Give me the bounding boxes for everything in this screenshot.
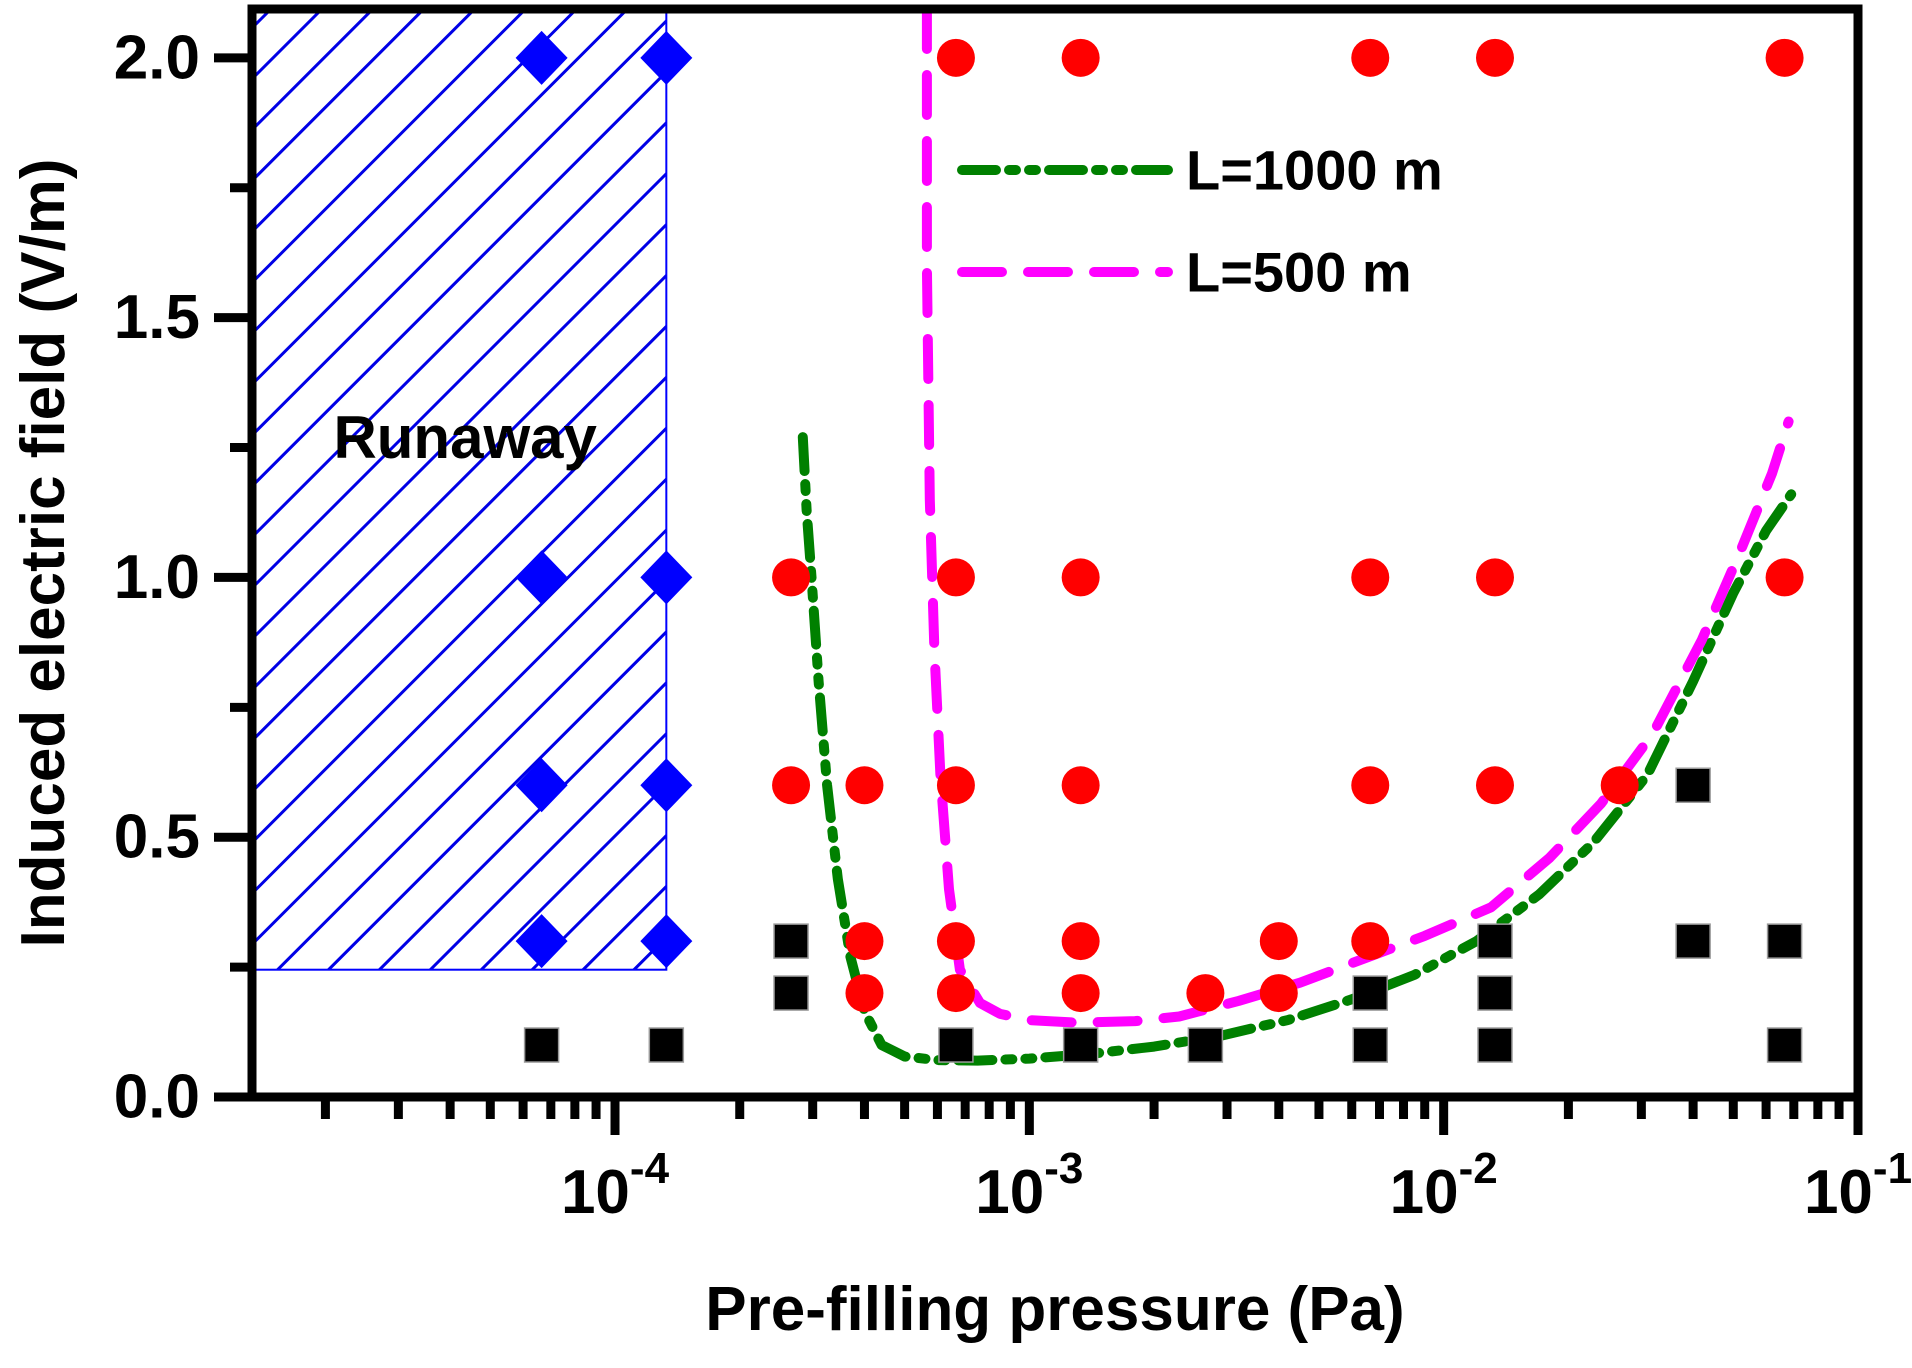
tick-labels: 10-4 10-3 10-2 10-1 0.0 0.5 1.0 1.5 2.0 [114, 23, 1912, 1227]
data-point-square [773, 975, 809, 1011]
x-tick-label: 10-2 [1390, 1144, 1498, 1227]
y-axis-title: Induced electric field (V/m) [9, 159, 78, 948]
data-point-circle [936, 558, 975, 597]
data-point-circle [1765, 38, 1804, 77]
data-points [515, 30, 1804, 1063]
data-point-circle [1351, 766, 1390, 805]
data-point-circle [772, 558, 811, 597]
data-point-square [1766, 1027, 1803, 1063]
y-tick-label: 1.0 [114, 543, 200, 612]
y-tick-label: 1.5 [114, 283, 200, 352]
data-point-circle [1061, 766, 1100, 805]
data-point-circle [845, 766, 884, 805]
data-point-diamond [515, 914, 568, 969]
data-point-square [1062, 1027, 1099, 1063]
data-point-circle [1475, 766, 1514, 805]
data-point-circle [1061, 974, 1100, 1013]
x-tick-label: 10-4 [561, 1144, 670, 1227]
data-point-square [1675, 923, 1711, 959]
data-point-square [1477, 923, 1513, 959]
data-point-square [1766, 923, 1803, 959]
data-point-diamond [640, 914, 693, 969]
legend [957, 165, 1173, 277]
data-point-circle [1600, 766, 1639, 805]
data-point-circle [1765, 558, 1804, 597]
data-point-square [938, 1027, 974, 1063]
data-point-circle [1259, 922, 1298, 961]
runaway-region-label: Runaway [333, 404, 597, 471]
plot-frame [247, 4, 1863, 1102]
data-point-square [1477, 1027, 1513, 1063]
y-tick-label: 0.5 [114, 803, 200, 872]
data-point-circle [845, 922, 884, 961]
x-tick-label: 10-3 [975, 1144, 1083, 1227]
data-point-circle [1351, 922, 1390, 961]
plot-border [247, 4, 1863, 1102]
data-point-circle [1061, 38, 1100, 77]
legend-label-l1000: L=1000 m [1186, 139, 1443, 202]
runaway-region [251, 8, 668, 971]
data-point-circle [1351, 38, 1390, 77]
legend-label-l500: L=500 m [1186, 241, 1412, 304]
x-axis-title: Pre-filling pressure (Pa) [705, 1275, 1404, 1344]
data-point-circle [936, 974, 975, 1013]
data-point-square [523, 1027, 560, 1063]
data-point-circle [1061, 922, 1100, 961]
data-point-square [1187, 1027, 1224, 1063]
data-point-circle [1475, 38, 1514, 77]
data-point-square [1352, 1027, 1389, 1063]
data-point-square [773, 923, 809, 959]
y-tick-label: 2.0 [114, 23, 200, 92]
data-point-circle [845, 974, 884, 1013]
data-point-circle [936, 766, 975, 805]
data-point-diamond [515, 30, 568, 85]
data-point-diamond [640, 550, 693, 605]
data-point-circle [1351, 558, 1390, 597]
data-point-diamond [515, 550, 568, 605]
data-point-square [1352, 975, 1389, 1011]
data-point-diamond [515, 758, 568, 813]
data-point-diamond [640, 30, 693, 85]
data-point-circle [772, 766, 811, 805]
data-point-square [648, 1027, 685, 1063]
data-point-circle [1259, 974, 1298, 1013]
data-point-circle [936, 922, 975, 961]
runaway-hatch [252, 9, 667, 970]
data-point-circle [936, 38, 975, 77]
data-point-square [1675, 767, 1711, 804]
y-tick-label: 0.0 [114, 1063, 200, 1132]
data-point-square [1477, 975, 1513, 1011]
data-point-diamond [640, 758, 693, 813]
data-point-circle [1475, 558, 1514, 597]
axis-ticks [214, 53, 1863, 1135]
x-tick-label: 10-1 [1804, 1144, 1912, 1227]
data-point-circle [1061, 558, 1100, 597]
data-point-circle [1186, 974, 1225, 1013]
